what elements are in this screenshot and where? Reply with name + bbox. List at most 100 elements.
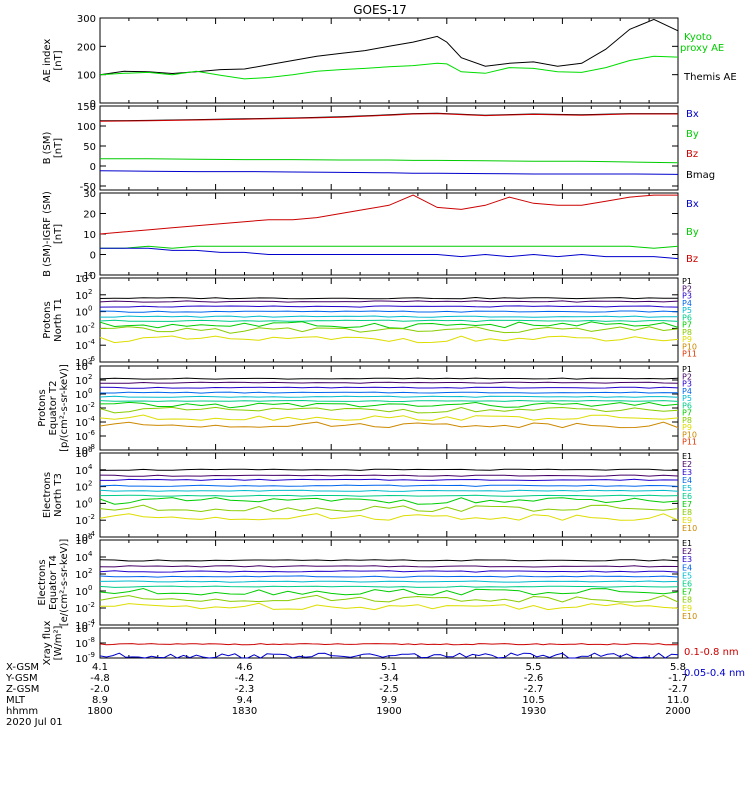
y-tick-exponent: 2 (88, 567, 92, 575)
y-axis-label: [nT] (53, 50, 64, 70)
y-tick-exponent: 6 (88, 446, 93, 454)
bottom-value-hhmm: 1930 (521, 706, 546, 717)
y-tick-exponent: -4 (88, 618, 96, 626)
y-tick-exponent: -8 (88, 443, 95, 451)
legend-channel: E5 (682, 571, 692, 580)
legend-channel: P9 (682, 335, 692, 344)
y-tick-label: 10 (75, 466, 88, 477)
y-tick-label: 10 (75, 604, 88, 615)
bottom-value-x: 4.6 (237, 662, 253, 673)
y-axis-label: Equator T2 (48, 381, 59, 436)
legend-channel: E8 (682, 508, 692, 517)
y-tick-label: 10 (83, 230, 96, 241)
panel-frame (99, 627, 679, 659)
legend-channel: P11 (682, 350, 697, 359)
y-tick-exponent: 2 (88, 480, 92, 488)
channel-line (99, 489, 679, 492)
y-tick-label: 10 (75, 533, 88, 544)
legend-channel: P10 (682, 430, 697, 439)
channel-line (99, 575, 679, 578)
channel-line (99, 381, 679, 384)
bottom-value-mlt: 9.9 (381, 695, 397, 706)
y-tick-label: 10 (75, 324, 88, 335)
legend-channel: E10 (682, 612, 697, 621)
date-label: 2020 Jul 01 (6, 717, 63, 728)
legend-channel: E6 (682, 580, 692, 589)
legend-channel: P6 (682, 313, 692, 322)
y-tick-exponent: -2 (88, 401, 95, 409)
bottom-value-hhmm: 1800 (87, 706, 112, 717)
y-tick-label: 20 (83, 210, 96, 221)
channel-line (99, 401, 679, 409)
y-tick-exponent: -9 (88, 651, 95, 659)
y-tick-label: 100 (77, 71, 96, 82)
panel-frame (99, 105, 679, 191)
legend-proxy-ae: proxy AE (680, 43, 724, 54)
y-tick-label: 10 (75, 621, 88, 632)
y-tick-label: 10 (75, 432, 88, 443)
bottom-value-x: 4.1 (92, 662, 108, 673)
channel-line (100, 315, 679, 318)
y-tick-label: 10 (75, 376, 88, 387)
y-tick-label: 10 (75, 390, 88, 401)
legend-channel: P5 (682, 306, 692, 315)
y-tick-exponent: 4 (88, 550, 93, 558)
series-line-bz (99, 113, 678, 122)
bottom-value-hhmm: 1830 (232, 706, 257, 717)
y-tick-label: 10 (75, 639, 88, 650)
y-tick-label: 10 (75, 274, 88, 285)
channel-line (99, 497, 679, 505)
y-axis-label: Equator T4 (48, 555, 59, 610)
bottom-value-z: -2.7 (668, 684, 688, 695)
xray-series-line (99, 643, 679, 646)
legend-channel: P10 (682, 342, 697, 351)
y-tick-exponent: 2 (88, 373, 92, 381)
chart-title: GOES-17 (353, 3, 407, 17)
bottom-value-y: -4.8 (90, 673, 110, 684)
legend-channel: E7 (682, 500, 692, 509)
y-axis-label: [p/(cm²-s-sr-keV)] (59, 364, 70, 452)
legend-channel: E4 (682, 476, 692, 485)
y-axis-label: North T3 (53, 473, 64, 517)
y-tick-label: 10 (75, 358, 88, 369)
legend-channel: P3 (682, 380, 692, 389)
y-axis-label: Protons (37, 389, 48, 426)
y-axis-label: [nT] (53, 138, 64, 158)
bottom-value-z: -2.3 (235, 684, 255, 695)
channel-line (99, 335, 679, 344)
legend-channel: P4 (682, 299, 692, 308)
y-axis-label: Xray flux (42, 621, 53, 666)
y-axis-label: Protons (42, 301, 53, 338)
legend-channel: P5 (682, 394, 692, 403)
y-tick-label: 300 (77, 14, 96, 25)
channel-line (99, 386, 679, 389)
y-tick-exponent: 6 (88, 533, 93, 541)
bottom-value-y: -4.2 (235, 673, 255, 684)
y-tick-exponent: -2 (88, 321, 95, 329)
bottom-value-x: 5.8 (670, 662, 686, 673)
y-tick-label: 0 (90, 162, 96, 173)
channel-line (99, 559, 679, 562)
channel-line (99, 468, 679, 471)
y-axis-label: [e/(cm²-s-sr-keV)] (59, 539, 70, 627)
legend-channel: P9 (682, 423, 692, 432)
legend-channel: E10 (682, 524, 697, 533)
channel-line (99, 321, 679, 329)
series-line-by (100, 158, 679, 164)
y-tick-label: 10 (75, 570, 88, 581)
channel-line (99, 580, 679, 583)
bottom-value-mlt: 8.9 (92, 695, 108, 706)
y-tick-exponent: 2 (88, 288, 92, 296)
y-tick-label: 10 (75, 449, 88, 460)
channel-line (99, 570, 679, 573)
bottom-value-hhmm: 2000 (665, 706, 690, 717)
y-tick-exponent: 4 (88, 463, 93, 471)
legend-channel: E1 (682, 539, 692, 548)
y-tick-label: 10 (75, 483, 88, 494)
series-line-bz (99, 194, 678, 235)
y-tick-label: 10 (75, 587, 88, 598)
legend-channel: P8 (682, 416, 692, 425)
panel-frame (99, 539, 679, 626)
